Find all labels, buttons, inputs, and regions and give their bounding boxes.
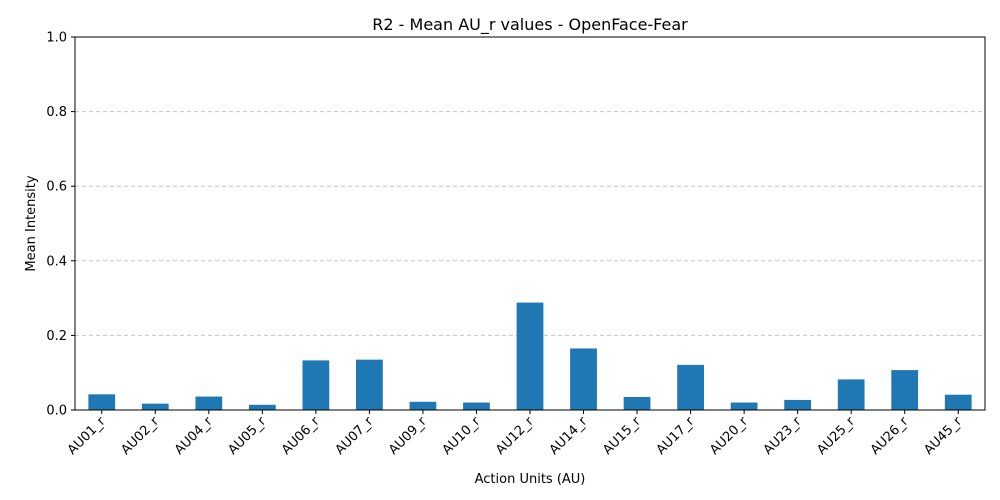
y-axis-label: Mean Intensity	[24, 175, 39, 271]
x-tick-label: AU17_r	[654, 414, 698, 458]
x-tick-label: AU05_r	[225, 414, 269, 458]
bar	[944, 394, 972, 410]
x-tick-label: AU12_r	[493, 414, 537, 458]
x-axis-ticks: AU01_r AU02_r AU04_r AU05_r AU06_r AU07_r AU09…	[65, 410, 966, 458]
x-tick-label: AU45_r	[921, 414, 965, 458]
x-tick-label: AU26_r	[868, 414, 912, 458]
bar	[248, 404, 276, 410]
y-tick-label: 0.0	[46, 404, 67, 419]
x-tick-label: AU04_r	[172, 414, 216, 458]
y-axis-ticks: 0.0 0.2 0.4 0.6 0.8 1.0	[46, 31, 75, 419]
bars	[88, 302, 972, 410]
y-tick-label: 1.0	[46, 31, 67, 46]
x-tick-label: AU02_r	[118, 414, 162, 458]
y-tick-label: 0.8	[46, 105, 67, 120]
grid-lines	[75, 111, 985, 336]
x-tick-label: AU15_r	[600, 414, 644, 458]
bar	[570, 348, 597, 410]
x-tick-label: AU07_r	[333, 414, 377, 458]
x-tick-label: AU25_r	[814, 414, 858, 458]
bar	[891, 370, 919, 410]
x-tick-label: AU06_r	[279, 414, 323, 458]
bar	[141, 403, 169, 410]
x-axis-label: Action Units (AU)	[475, 472, 586, 487]
bar	[516, 302, 544, 410]
x-tick-label: AU01_r	[65, 414, 109, 458]
chart-title: R2 - Mean AU_r values - OpenFace-Fear	[372, 15, 688, 35]
bar	[677, 364, 704, 410]
bar	[195, 396, 223, 410]
bar	[784, 399, 812, 410]
bar	[623, 396, 651, 410]
bar	[837, 379, 865, 410]
x-tick-label: AU23_r	[761, 414, 805, 458]
x-tick-label: AU14_r	[547, 414, 591, 458]
x-tick-label: AU09_r	[386, 414, 430, 458]
bar	[88, 394, 116, 410]
bar	[356, 359, 383, 410]
x-tick-label: AU20_r	[707, 414, 751, 458]
bar	[463, 402, 490, 410]
y-tick-label: 0.4	[46, 254, 67, 269]
y-tick-label: 0.6	[46, 180, 67, 195]
bar	[302, 360, 330, 410]
x-tick-label: AU10_r	[440, 414, 484, 458]
bar	[409, 401, 437, 410]
bar	[730, 402, 758, 410]
y-tick-label: 0.2	[46, 329, 67, 344]
